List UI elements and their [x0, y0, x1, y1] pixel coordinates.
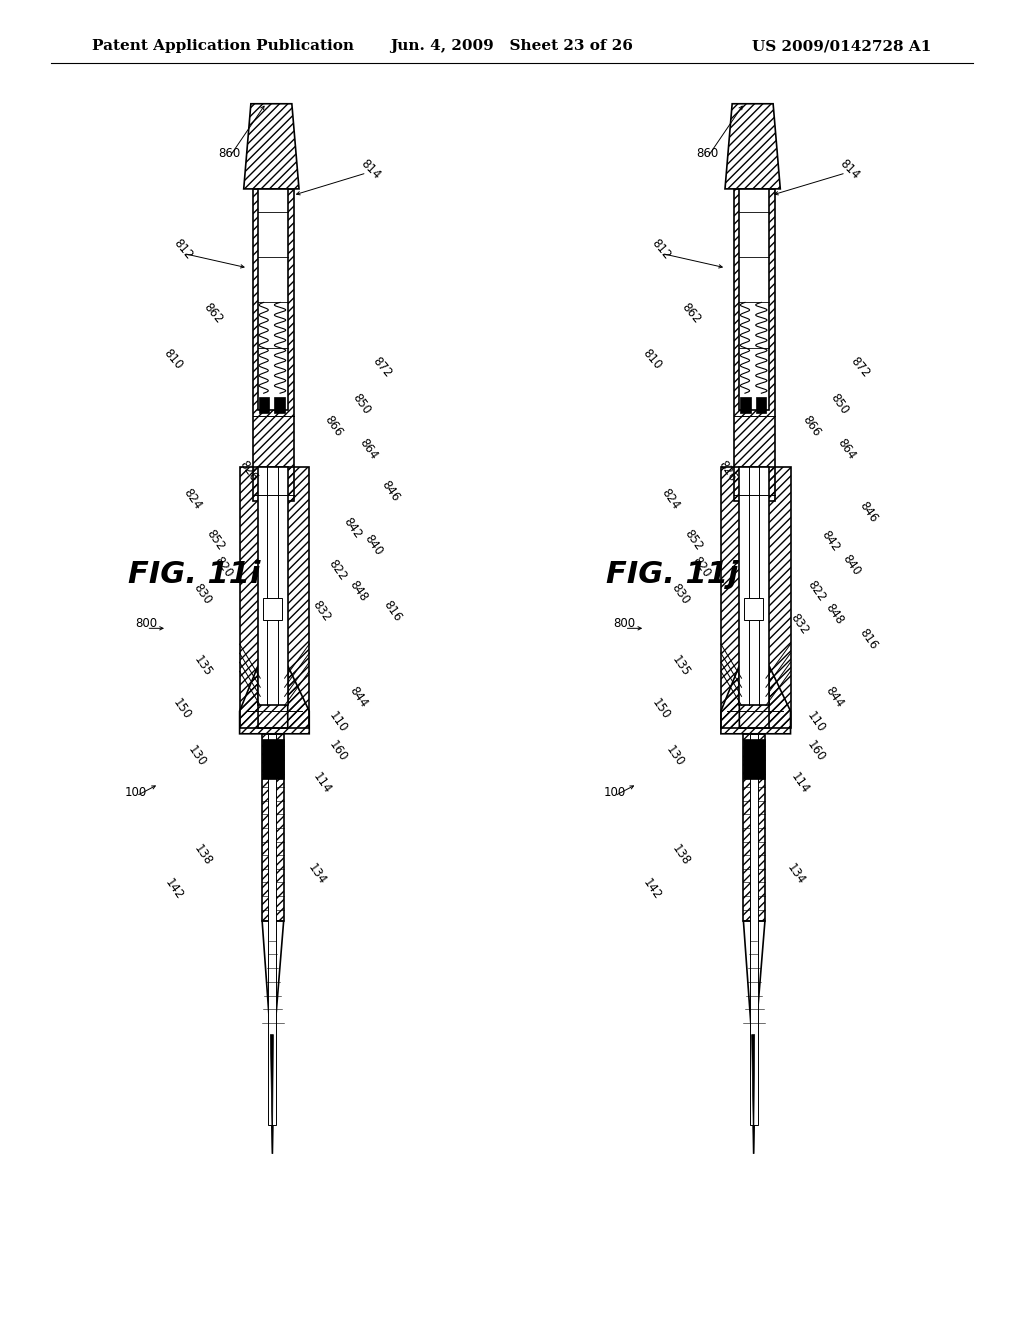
Text: 816: 816 — [857, 626, 880, 652]
Text: 832: 832 — [788, 611, 811, 638]
Text: 810: 810 — [161, 346, 185, 372]
Polygon shape — [740, 396, 751, 413]
Polygon shape — [262, 739, 284, 779]
Text: 848: 848 — [823, 601, 846, 627]
Polygon shape — [258, 189, 288, 411]
Text: 130: 130 — [664, 743, 686, 770]
Text: 852: 852 — [204, 527, 226, 553]
Text: 862: 862 — [201, 300, 225, 326]
Text: 842: 842 — [819, 528, 842, 554]
Text: 138: 138 — [670, 842, 692, 869]
Text: 846: 846 — [379, 478, 401, 504]
Text: 866: 866 — [323, 413, 345, 440]
Text: 844: 844 — [347, 684, 370, 710]
Text: Jun. 4, 2009   Sheet 23 of 26: Jun. 4, 2009 Sheet 23 of 26 — [390, 40, 634, 53]
Text: FIG. 11i: FIG. 11i — [128, 560, 260, 589]
Text: 138: 138 — [191, 842, 214, 869]
Text: 142: 142 — [162, 876, 186, 903]
Text: 864: 864 — [836, 436, 858, 462]
Text: 850: 850 — [828, 391, 851, 417]
Text: 800: 800 — [135, 616, 158, 630]
Text: 135: 135 — [670, 653, 692, 680]
Polygon shape — [274, 396, 285, 413]
Text: US 2009/0142728 A1: US 2009/0142728 A1 — [753, 40, 932, 53]
Text: 840: 840 — [841, 552, 863, 578]
Text: 142: 142 — [640, 876, 665, 903]
Text: 814: 814 — [358, 157, 383, 181]
Text: 872: 872 — [370, 354, 394, 380]
Text: 860: 860 — [696, 147, 719, 160]
Text: 810: 810 — [640, 346, 665, 372]
Text: 852: 852 — [682, 527, 705, 553]
Text: 832: 832 — [310, 598, 333, 624]
Polygon shape — [263, 598, 282, 620]
Text: 816: 816 — [381, 598, 403, 624]
Text: 814: 814 — [838, 157, 862, 181]
Text: 844: 844 — [823, 684, 846, 710]
Text: 824: 824 — [659, 486, 682, 512]
Polygon shape — [739, 467, 769, 705]
Text: 872: 872 — [848, 354, 872, 380]
Polygon shape — [756, 396, 766, 413]
Text: 826: 826 — [238, 458, 260, 484]
Polygon shape — [262, 921, 284, 1154]
Text: 160: 160 — [327, 738, 349, 764]
Polygon shape — [743, 921, 765, 1154]
Text: 864: 864 — [357, 436, 380, 462]
Text: 826: 826 — [716, 458, 738, 484]
Polygon shape — [744, 598, 763, 620]
Text: 866: 866 — [801, 413, 823, 440]
Text: 812: 812 — [171, 236, 196, 263]
Text: 100: 100 — [603, 785, 626, 799]
Text: FIG. 11j: FIG. 11j — [606, 560, 738, 589]
Polygon shape — [743, 739, 765, 779]
Text: 114: 114 — [309, 770, 334, 796]
Text: 135: 135 — [191, 653, 214, 680]
Polygon shape — [750, 734, 758, 1126]
Text: 820: 820 — [690, 554, 713, 581]
Text: 822: 822 — [327, 557, 349, 583]
Text: 812: 812 — [649, 236, 674, 263]
Text: 846: 846 — [857, 499, 880, 525]
Polygon shape — [270, 1035, 273, 1154]
Text: 150: 150 — [171, 696, 194, 722]
Text: 110: 110 — [327, 709, 349, 735]
Text: 842: 842 — [341, 515, 364, 541]
Text: 850: 850 — [350, 391, 373, 417]
Polygon shape — [244, 104, 299, 189]
Text: 824: 824 — [181, 486, 204, 512]
Text: 110: 110 — [805, 709, 827, 735]
Polygon shape — [259, 396, 269, 413]
Text: 150: 150 — [649, 696, 672, 722]
Text: 860: 860 — [218, 147, 241, 160]
Text: 840: 840 — [362, 532, 385, 558]
Text: 134: 134 — [784, 861, 807, 887]
Text: 848: 848 — [347, 578, 370, 605]
Text: 820: 820 — [212, 554, 234, 581]
Polygon shape — [752, 1035, 755, 1154]
Polygon shape — [739, 189, 769, 411]
Text: 160: 160 — [805, 738, 827, 764]
Polygon shape — [258, 467, 288, 705]
Text: 862: 862 — [679, 300, 703, 326]
Text: 822: 822 — [805, 578, 827, 605]
Text: Patent Application Publication: Patent Application Publication — [92, 40, 354, 53]
Text: 114: 114 — [787, 770, 812, 796]
Text: 800: 800 — [613, 616, 636, 630]
Polygon shape — [725, 104, 780, 189]
Text: 130: 130 — [185, 743, 208, 770]
Text: 100: 100 — [125, 785, 147, 799]
Text: 134: 134 — [306, 861, 329, 887]
Text: 830: 830 — [191, 581, 214, 607]
Polygon shape — [268, 734, 276, 1126]
Text: 830: 830 — [670, 581, 692, 607]
